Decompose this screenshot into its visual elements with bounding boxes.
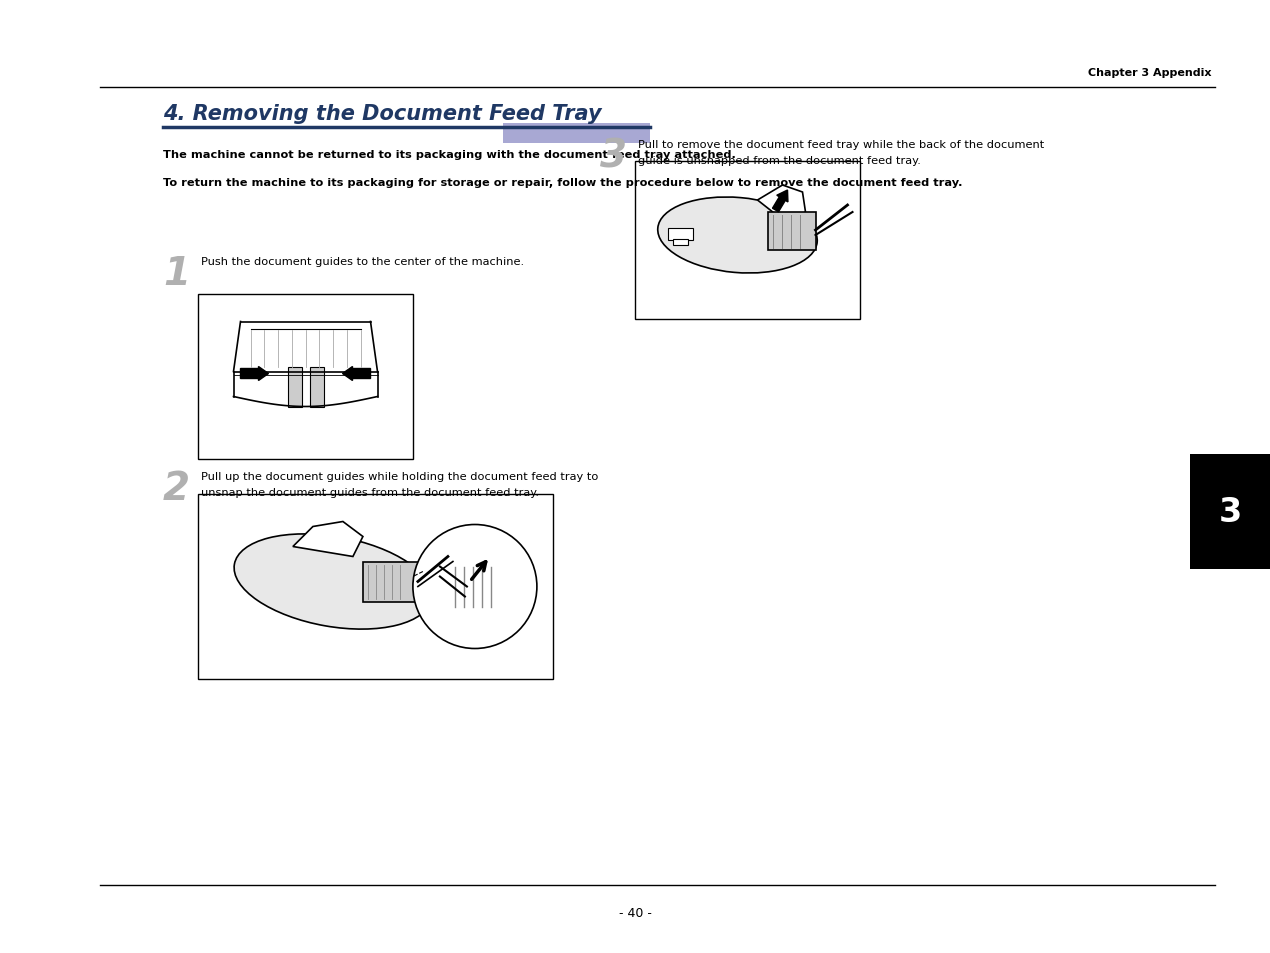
Text: 3: 3 [599, 138, 627, 175]
Bar [635, 162, 860, 319]
Text: Chapter 3 Appendix: Chapter 3 Appendix [1088, 68, 1212, 78]
Polygon shape [287, 367, 301, 407]
Text: 4. Removing the Document Feed Tray: 4. Removing the Document Feed Tray [163, 104, 602, 124]
Text: Pull to remove the document feed tray while the back of the document: Pull to remove the document feed tray wh… [638, 140, 1044, 150]
Ellipse shape [658, 198, 818, 274]
Bar [767, 213, 815, 251]
FancyArrow shape [240, 367, 268, 381]
Bar [1190, 455, 1270, 569]
Bar [503, 124, 650, 144]
Text: - 40 -: - 40 - [618, 906, 652, 920]
Text: Pull up the document guides while holding the document feed tray to: Pull up the document guides while holdin… [201, 472, 598, 481]
Text: 2: 2 [163, 470, 190, 507]
Circle shape [413, 525, 537, 649]
Text: To return the machine to its packaging for storage or repair, follow the procedu: To return the machine to its packaging f… [163, 178, 963, 188]
Bar [668, 229, 692, 241]
Text: The machine cannot be returned to its packaging with the document feed tray atta: The machine cannot be returned to its pa… [163, 150, 735, 160]
Bar [198, 495, 552, 679]
Bar [363, 562, 418, 602]
Bar [198, 294, 413, 459]
Text: 1: 1 [163, 254, 190, 293]
FancyArrow shape [343, 367, 371, 381]
Bar [673, 240, 687, 246]
Polygon shape [293, 522, 363, 557]
Ellipse shape [234, 535, 432, 629]
FancyArrow shape [772, 191, 787, 213]
Polygon shape [757, 186, 805, 223]
Text: guide is unsnapped from the document feed tray.: guide is unsnapped from the document fee… [638, 156, 921, 166]
Text: Push the document guides to the center of the machine.: Push the document guides to the center o… [201, 256, 525, 267]
Polygon shape [310, 367, 324, 407]
Text: 3: 3 [1218, 496, 1242, 529]
Text: unsnap the document guides from the document feed tray.: unsnap the document guides from the docu… [201, 488, 538, 497]
